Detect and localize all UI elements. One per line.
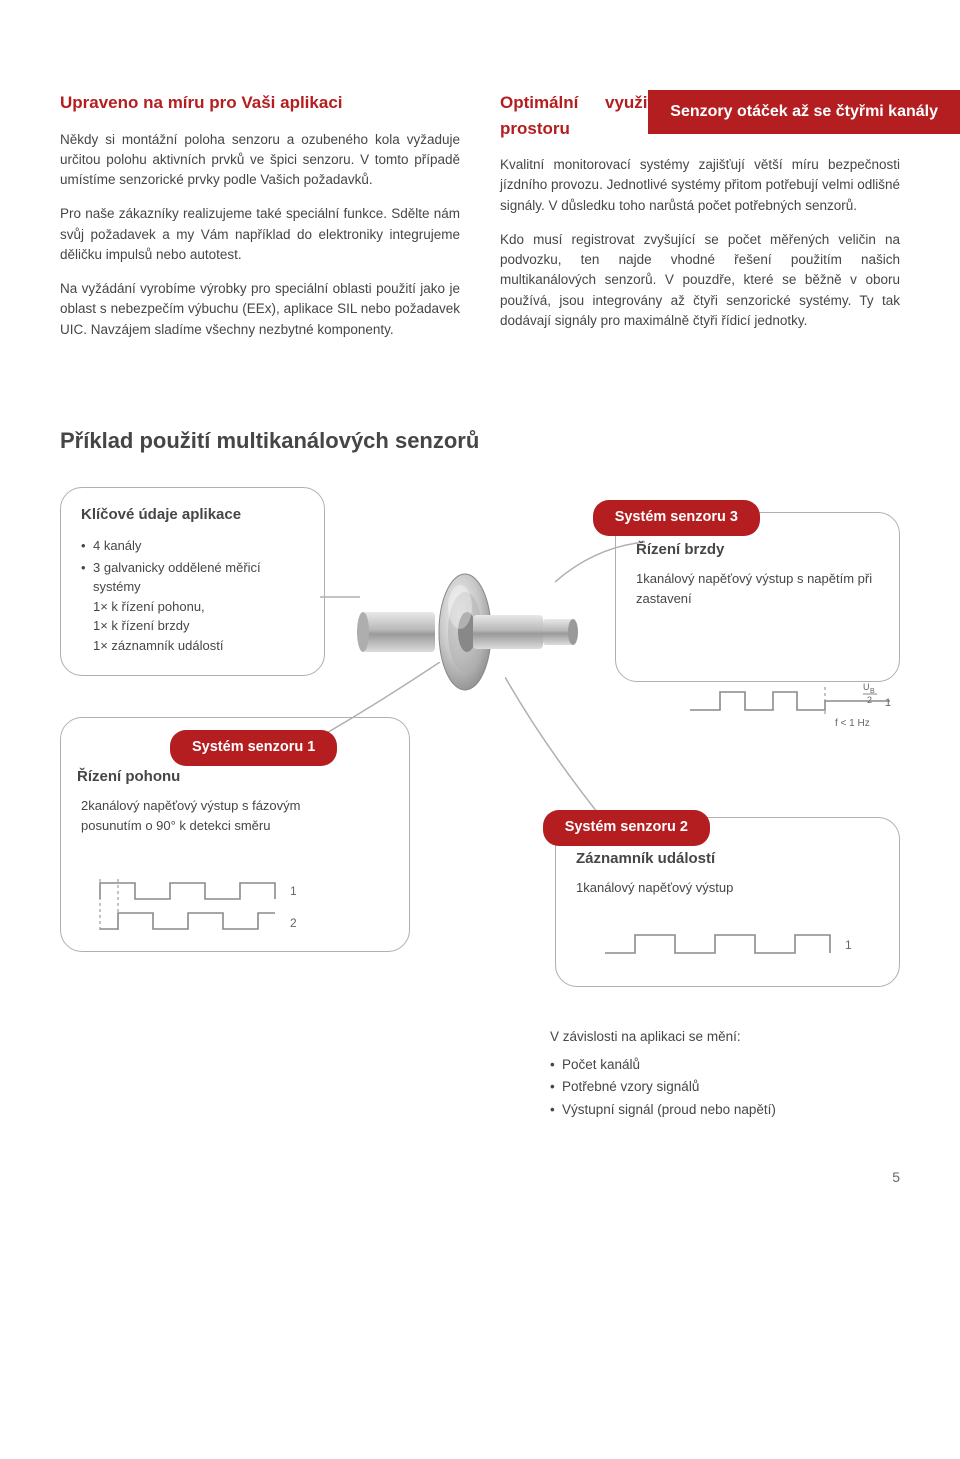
system2-label: Systém senzoru 2 — [543, 810, 710, 846]
system1-desc: 2kanálový napěťový výstup s fázovým posu… — [81, 796, 311, 835]
bottom-item: Výstupní signál (proud nebo napětí) — [550, 1100, 776, 1120]
bottom-item: Počet kanálů — [550, 1055, 776, 1075]
diagram-area: Klíčové údaje aplikace 4 kanály 3 galvan… — [60, 487, 900, 1127]
key-item: 4 kanály — [81, 536, 304, 556]
right-p1: Kvalitní monitorovací systémy zajišťují … — [500, 155, 900, 216]
system2-title: Záznamník událostí — [576, 848, 879, 871]
svg-text:f < 1 Hz: f < 1 Hz — [835, 718, 870, 729]
sensor-illustration — [355, 557, 585, 707]
svg-text:U: U — [863, 682, 870, 692]
system1-title: Řízení pohonu — [77, 766, 389, 789]
left-p2: Pro naše zákazníky realizujeme také spec… — [60, 204, 460, 265]
system3-waveform: U B 2 f < 1 Hz 1 — [685, 682, 895, 736]
left-p1: Někdy si montážní poloha senzoru a ozube… — [60, 130, 460, 191]
key-title: Klíčové údaje aplikace — [81, 504, 304, 527]
right-p2: Kdo musí registrovat zvyšující se počet … — [500, 230, 900, 331]
section-title: Příklad použití multikanálových senzorů — [60, 424, 900, 457]
left-column: Upraveno na míru pro Vaši aplikaci Někdy… — [60, 90, 460, 354]
system1-label: Systém senzoru 1 — [170, 730, 337, 766]
system3-box: Řízení brzdy 1kanálový napěťový výstup s… — [615, 512, 900, 682]
left-title: Upraveno na míru pro Vaši aplikaci — [60, 90, 460, 116]
system3-desc: 1kanálový napěťový výstup s napětím při … — [636, 569, 879, 608]
system3-title: Řízení brzdy — [636, 539, 879, 562]
bottom-item: Potřebné vzory signálů — [550, 1077, 776, 1097]
svg-text:1: 1 — [885, 697, 891, 709]
bottom-notes: V závislosti na aplikaci se mění: Počet … — [550, 1027, 776, 1122]
page-number: 5 — [60, 1167, 900, 1188]
system2-desc: 1kanálový napěťový výstup — [576, 878, 879, 898]
key-item: 3 galvanicky oddělené měřicí systémy 1× … — [81, 558, 304, 656]
system3-label: Systém senzoru 3 — [593, 500, 760, 536]
bottom-lead: V závislosti na aplikaci se mění: — [550, 1027, 776, 1047]
key-data-box: Klíčové údaje aplikace 4 kanály 3 galvan… — [60, 487, 325, 677]
svg-text:2: 2 — [867, 695, 872, 705]
left-p3: Na vyžádání vyrobíme výrobky pro speciál… — [60, 279, 460, 340]
page-banner: Senzory otáček až se čtyřmi kanály — [648, 90, 960, 134]
